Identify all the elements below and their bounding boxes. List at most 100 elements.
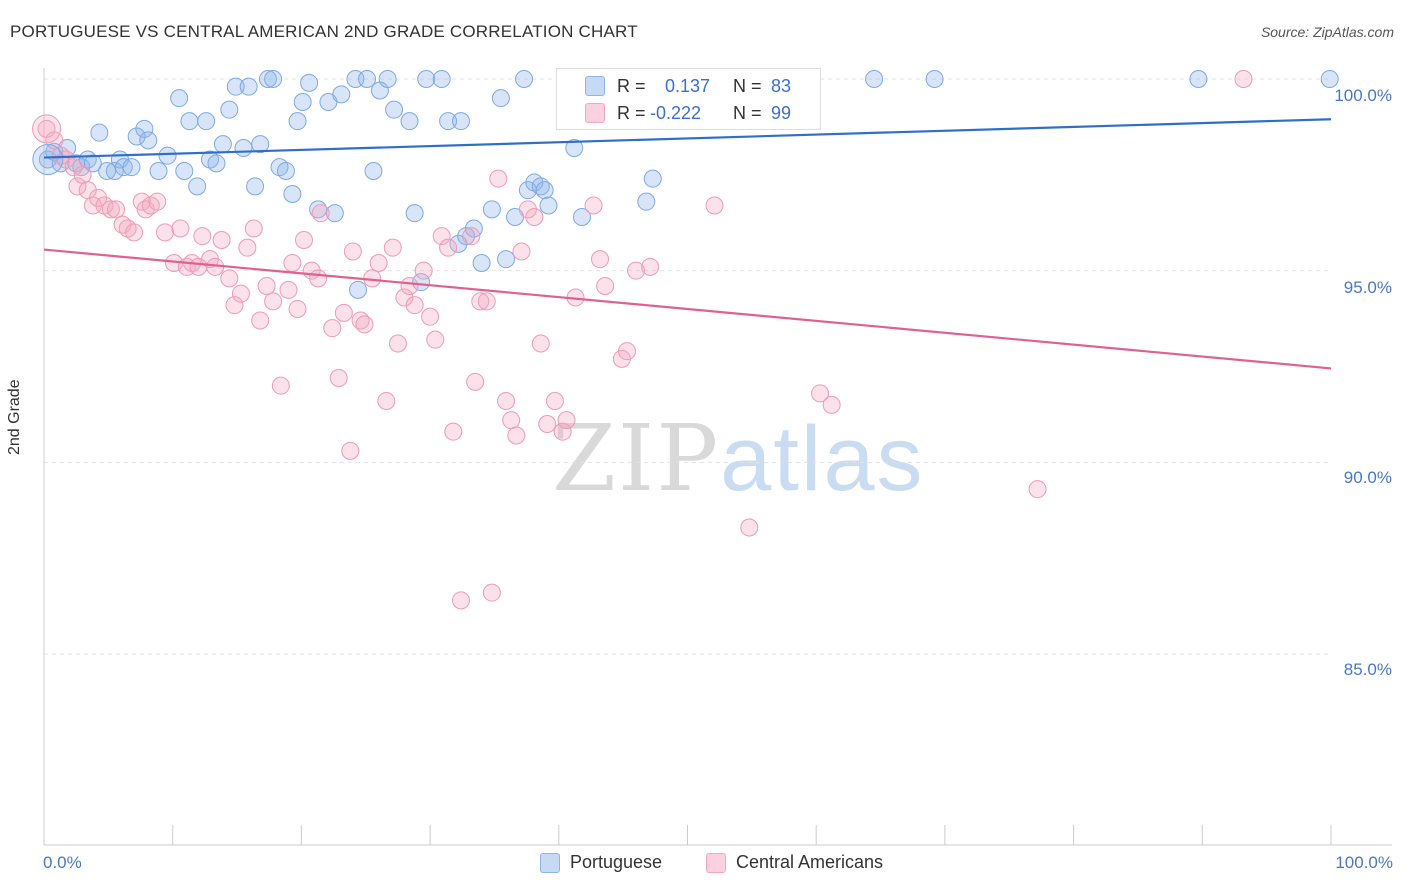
data-point bbox=[417, 70, 436, 88]
data-point bbox=[596, 277, 615, 295]
correlation-legend: R = 0.137 N = 83 R = -0.222 N = 99 bbox=[556, 68, 821, 130]
data-point bbox=[439, 238, 458, 257]
data-point bbox=[627, 261, 646, 280]
data-point bbox=[226, 77, 245, 96]
data-point bbox=[149, 162, 168, 180]
data-point bbox=[643, 169, 662, 188]
data-point bbox=[444, 422, 463, 441]
data-point bbox=[1234, 70, 1253, 88]
legend-n-value: 99 bbox=[771, 102, 792, 123]
data-point bbox=[193, 227, 212, 246]
data-point bbox=[251, 311, 270, 330]
data-point bbox=[239, 77, 258, 96]
data-point bbox=[323, 319, 342, 338]
data-point bbox=[395, 288, 414, 307]
legend-r-value: -0.222 bbox=[650, 102, 702, 123]
chart-source: Source: ZipAtlas.com bbox=[1260, 24, 1394, 40]
watermark-atlas: atlas bbox=[720, 408, 925, 510]
data-point bbox=[332, 85, 351, 104]
data-point bbox=[426, 330, 445, 349]
data-point bbox=[462, 227, 481, 246]
data-point bbox=[343, 242, 362, 261]
data-point bbox=[180, 112, 199, 131]
data-point bbox=[114, 158, 133, 177]
data-point bbox=[264, 70, 283, 88]
data-point bbox=[220, 100, 239, 119]
data-point bbox=[590, 250, 609, 269]
data-point bbox=[925, 70, 944, 88]
data-point bbox=[507, 426, 526, 445]
data-point bbox=[213, 135, 232, 154]
y-tick-label: 85.0% bbox=[1343, 660, 1392, 679]
data-point bbox=[279, 280, 298, 299]
data-point bbox=[641, 257, 660, 276]
data-point bbox=[865, 70, 884, 88]
data-point bbox=[553, 422, 572, 441]
data-point bbox=[502, 411, 521, 430]
data-point bbox=[220, 269, 239, 288]
legend-swatch-portuguese bbox=[585, 76, 605, 96]
data-point bbox=[439, 112, 458, 131]
data-point bbox=[491, 89, 510, 108]
legend-r-value: 0.137 bbox=[665, 75, 711, 96]
data-point bbox=[349, 280, 368, 299]
legend-item-portuguese: Portuguese bbox=[540, 852, 662, 873]
data-point bbox=[212, 231, 231, 249]
data-point bbox=[207, 154, 226, 173]
data-point bbox=[705, 196, 724, 215]
data-point bbox=[1189, 70, 1208, 88]
data-point bbox=[466, 372, 485, 391]
data-point bbox=[414, 261, 433, 280]
data-point bbox=[369, 254, 388, 272]
data-point bbox=[432, 70, 451, 88]
data-point bbox=[405, 204, 424, 223]
data-point bbox=[1028, 480, 1047, 499]
legend-swatch-central-americans bbox=[585, 103, 605, 123]
data-point bbox=[637, 192, 656, 211]
data-point bbox=[584, 196, 603, 215]
data-point bbox=[557, 411, 576, 430]
data-point bbox=[400, 277, 419, 295]
data-point bbox=[90, 123, 109, 142]
data-point bbox=[264, 292, 283, 311]
data-point bbox=[383, 238, 402, 257]
legend-r-label: R = bbox=[617, 75, 646, 96]
watermark: ZIPatlas bbox=[552, 405, 925, 512]
data-point bbox=[294, 231, 313, 249]
data-point bbox=[385, 100, 404, 119]
data-point bbox=[68, 177, 87, 196]
legend-item-central-americans: Central Americans bbox=[706, 852, 883, 873]
data-point bbox=[377, 392, 396, 410]
data-point bbox=[258, 70, 277, 88]
data-point bbox=[32, 114, 62, 144]
data-point bbox=[238, 238, 257, 257]
data-point bbox=[525, 208, 544, 226]
data-point bbox=[170, 89, 189, 108]
data-point bbox=[618, 342, 637, 361]
data-point bbox=[171, 219, 190, 238]
legend-r-label: R = bbox=[617, 102, 646, 123]
data-point bbox=[107, 200, 126, 219]
trend-line bbox=[43, 248, 1332, 370]
legend-n-label: N = bbox=[733, 102, 762, 123]
data-point bbox=[451, 591, 470, 610]
y-tick-label: 95.0% bbox=[1343, 278, 1392, 297]
data-point bbox=[148, 192, 167, 211]
data-point bbox=[535, 181, 554, 200]
data-point bbox=[355, 315, 374, 334]
data-point bbox=[89, 188, 108, 207]
data-point bbox=[257, 277, 276, 295]
data-point bbox=[283, 185, 302, 203]
trend-line bbox=[43, 118, 1332, 159]
data-point bbox=[482, 200, 501, 219]
data-point bbox=[56, 150, 75, 169]
data-point bbox=[73, 165, 92, 184]
data-point bbox=[358, 70, 377, 88]
data-point bbox=[811, 384, 830, 403]
data-point bbox=[234, 139, 253, 157]
y-tick-label: 100.0% bbox=[1334, 86, 1392, 105]
data-point bbox=[1320, 70, 1339, 88]
data-point bbox=[288, 112, 307, 131]
data-point bbox=[400, 112, 419, 131]
data-point bbox=[329, 369, 348, 387]
